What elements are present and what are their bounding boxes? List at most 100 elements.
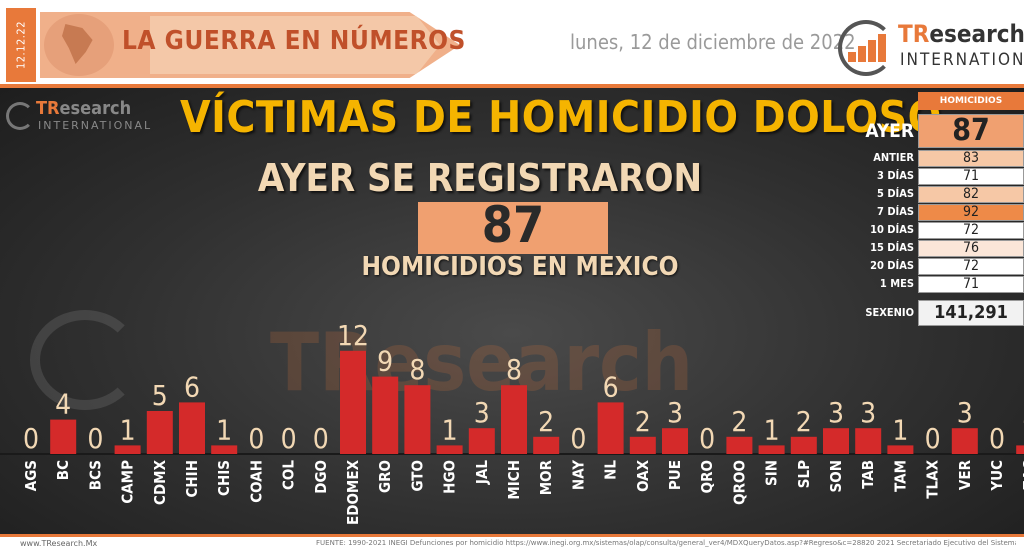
data-label: 1 [764, 413, 780, 446]
data-label: 2 [635, 405, 651, 438]
data-label: 0 [570, 422, 586, 455]
stats-header: HOMICIDIOS [918, 92, 1024, 110]
data-label: 0 [87, 422, 103, 455]
data-label: 1 [1021, 413, 1024, 446]
data-label: 3 [667, 396, 683, 429]
data-label: 2 [796, 405, 812, 438]
stats-label: 15 DÍAS [870, 241, 914, 254]
stats-label: ANTIER [873, 151, 914, 164]
tick-label: SLP [795, 460, 813, 488]
tick-label: DGO [312, 460, 330, 494]
tick-label: JAL [473, 460, 491, 485]
data-label: 6 [603, 370, 619, 403]
bar-gto [404, 385, 431, 454]
bar-tab [855, 428, 882, 454]
logo-ring-icon [838, 20, 894, 76]
bar-mich [501, 385, 527, 454]
tick-label: SIN [763, 460, 781, 486]
stats-label: SEXENIO [865, 306, 914, 319]
bar-cdmx [146, 411, 173, 454]
tick-label: NAY [569, 460, 587, 490]
tick-label: CHIS [215, 460, 233, 496]
tick-label: CDMX [151, 459, 169, 505]
stats-value: 92 [918, 204, 1024, 221]
stats-value: 72 [918, 222, 1024, 239]
bar-bc [50, 419, 77, 454]
stats-value: 83 [918, 150, 1024, 167]
logo-bars-icon [848, 34, 888, 62]
bar-pue [662, 428, 688, 454]
bar-oax [629, 436, 656, 454]
data-label: 0 [281, 422, 297, 455]
data-label: 9 [377, 345, 393, 378]
data-label: 0 [699, 422, 715, 455]
tick-label: YUC [988, 460, 1006, 492]
stats-label: 10 DÍAS [870, 223, 914, 236]
tick-label: BC [54, 460, 72, 480]
data-label: 1 [120, 413, 136, 446]
data-label: 0 [989, 422, 1005, 455]
tick-label: MICH [505, 460, 523, 500]
mexico-map-icon [44, 14, 114, 76]
stats-label: AYER [865, 120, 914, 142]
bar-camp [114, 445, 141, 454]
tick-label: AGS [22, 460, 40, 491]
tick-label: GRO [376, 460, 394, 493]
bar-tam [887, 445, 914, 454]
bar-edomex [340, 350, 366, 454]
footer-website: www.TResearch.Mx [20, 539, 98, 548]
stats-value: 71 [918, 276, 1024, 293]
section-ribbon [40, 12, 460, 78]
stats-label: 7 DÍAS [876, 205, 914, 218]
tick-label: MOR [537, 459, 555, 495]
bar-chart: 0 AGS 4 BC 0 BCS 1 CAMP 5 CDMX 6 CHIH 1 CHIS 0 COAH 0 COL… [0, 319, 1024, 525]
section-title: LA GUERRA EN NÚMEROS [122, 26, 466, 56]
logo-subtitle: INTERNATIONAL [900, 50, 1024, 70]
header-divider [0, 84, 1024, 88]
bar-gro [372, 376, 399, 454]
small-logo-ring-icon [6, 102, 34, 130]
tick-label: GTO [408, 460, 426, 492]
stats-value: 76 [918, 240, 1024, 257]
stats-value: 87 [918, 114, 1024, 148]
header-date: lunes, 12 de diciembre de 2022 [570, 30, 856, 54]
stats-value: 71 [918, 168, 1024, 185]
main-title: VÍCTIMAS DE HOMICIDIO DOLOSO [180, 92, 942, 143]
bar-zac [1016, 445, 1024, 454]
data-label: 1 [216, 413, 232, 446]
bar-mor [533, 436, 560, 454]
tick-label: EDOMEX [344, 459, 362, 525]
data-label: 3 [828, 396, 844, 429]
tick-label: HGO [441, 460, 459, 494]
tick-label: ZAC [1020, 460, 1024, 490]
stats-value: 72 [918, 258, 1024, 275]
header: 12.12.22 LA GUERRA EN NÚMEROS lunes, 12 … [0, 0, 1024, 88]
tick-label: COAH [247, 460, 265, 503]
stats-label: 1 MES [879, 277, 914, 290]
data-label: 3 [860, 396, 876, 429]
bar-jal [468, 428, 495, 454]
data-label: 3 [474, 396, 490, 429]
date-strip: 12.12.22 [6, 8, 36, 82]
small-logo-brand: TResearch [36, 98, 132, 119]
data-label: 6 [184, 370, 200, 403]
bar-qroo [726, 436, 753, 454]
bar-sin [758, 445, 785, 454]
small-logo-subtitle: INTERNATIONAL [38, 119, 153, 132]
logo-brand: TResearch [898, 20, 1024, 48]
tick-label: TAB [859, 460, 877, 489]
stats-label: 5 DÍAS [876, 187, 914, 200]
bar-slp [790, 436, 817, 454]
bar-chih [179, 402, 205, 454]
tick-label: COL [280, 460, 298, 490]
tick-label: TAM [891, 460, 909, 492]
footer-source: FUENTE: 1990-2021 INEGI Defunciones por … [316, 539, 1016, 547]
tick-label: NL [602, 460, 620, 480]
stats-label: 20 DÍAS [870, 259, 914, 272]
tick-label: QRO [698, 460, 716, 493]
data-label: 0 [248, 422, 264, 455]
bar-nl [597, 402, 624, 454]
tick-label: PUE [666, 460, 684, 490]
tick-label: TLAX [924, 459, 942, 498]
main-panel: TResearch TResearch INTERNATIONAL VÍCTIM… [0, 88, 1024, 534]
